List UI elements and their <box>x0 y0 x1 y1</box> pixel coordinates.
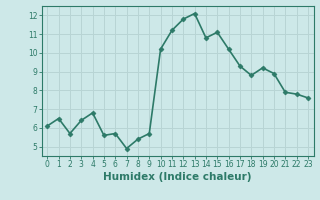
X-axis label: Humidex (Indice chaleur): Humidex (Indice chaleur) <box>103 172 252 182</box>
